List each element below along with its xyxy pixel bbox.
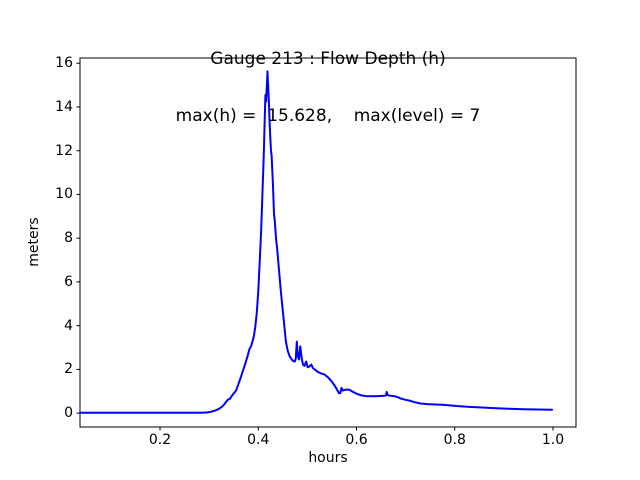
- y-tick-label: 12: [55, 142, 73, 159]
- x-tick-label: 1.0: [541, 432, 565, 448]
- chart-title: Gauge 213 : Flow Depth (h) max(h) = 15.6…: [80, 12, 576, 164]
- x-tick-label: 0.8: [443, 432, 466, 448]
- x-tick-label: 0.2: [148, 432, 172, 448]
- x-tick-label: 0.6: [345, 432, 368, 448]
- x-tick-label: 0.4: [247, 432, 270, 448]
- y-tick-label: 6: [64, 273, 73, 290]
- y-tick-label: 4: [64, 317, 73, 334]
- y-tick-label: 10: [55, 186, 73, 203]
- chart-title-line2: max(h) = 15.628, max(level) = 7: [175, 106, 481, 126]
- y-tick-label: 2: [64, 361, 73, 378]
- y-tick-label: 8: [64, 230, 73, 247]
- y-tick-label: 0: [64, 405, 73, 422]
- chart-title-line1: Gauge 213 : Flow Depth (h): [210, 49, 446, 69]
- y-axis-label: meters: [26, 217, 42, 267]
- x-axis-label: hours: [308, 450, 348, 466]
- y-tick-label: 16: [55, 55, 73, 72]
- flow-depth-line: [79, 70, 553, 414]
- plot-border: [79, 57, 577, 428]
- y-tick-label: 14: [55, 98, 73, 115]
